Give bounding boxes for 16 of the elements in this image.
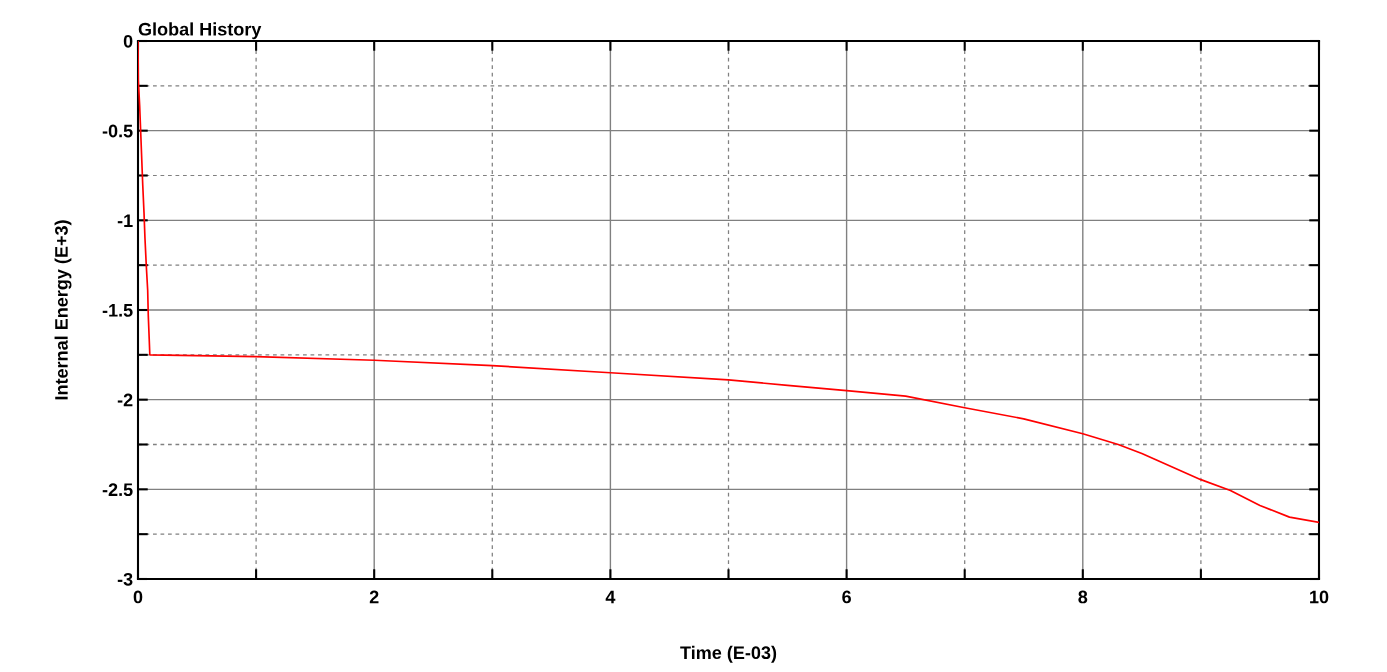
x-tick-label: 8 — [1078, 590, 1088, 604]
y-tick-label: -3 — [117, 572, 133, 586]
y-tick-label: -2.5 — [102, 483, 133, 497]
y-tick-label: 0 — [123, 34, 133, 48]
x-tick-label: 0 — [133, 590, 143, 604]
y-tick-label: -0.5 — [102, 124, 133, 138]
y-tick-label: -2 — [117, 393, 133, 407]
x-tick-label: 2 — [369, 590, 379, 604]
y-axis-title: Internal Energy (E+3) — [54, 220, 72, 400]
y-tick-label: -1.5 — [102, 304, 133, 317]
x-tick-label: 6 — [842, 590, 851, 604]
x-axis-title: Time (E-03) — [680, 645, 777, 663]
x-tick-label: 10 — [1310, 590, 1329, 604]
y-tick-label: -1 — [117, 214, 133, 227]
x-tick-label: 4 — [605, 590, 616, 604]
chart-title: Global History — [138, 22, 262, 40]
